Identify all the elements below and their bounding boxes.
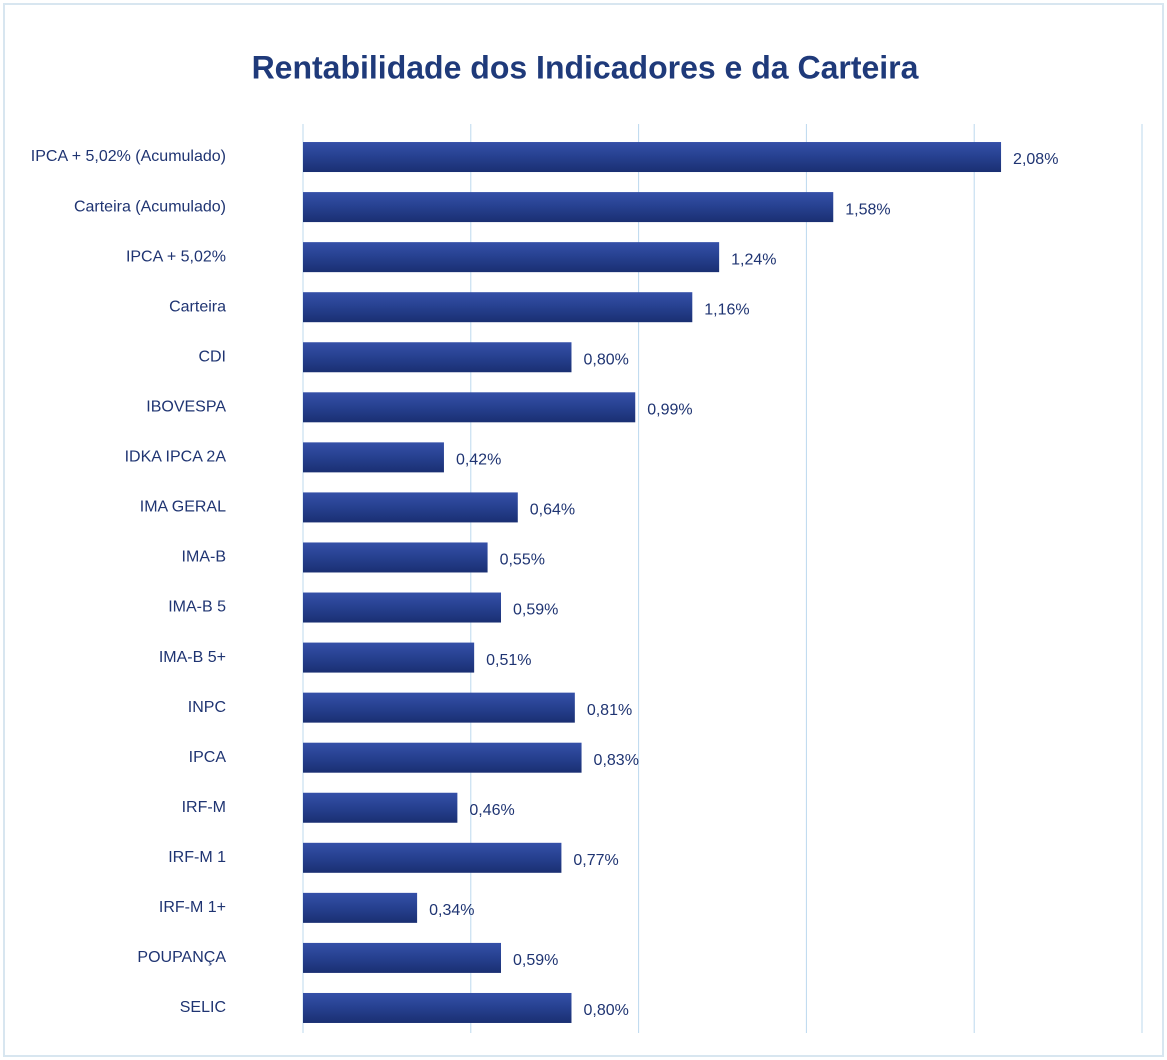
grid	[302, 124, 1143, 1033]
y-tick-label: IBOVESPA	[146, 399, 226, 416]
y-tick-label: POUPANÇA	[137, 949, 226, 966]
y-tick-label: IMA-B 5+	[159, 649, 226, 666]
bar	[303, 992, 572, 1023]
bar	[303, 142, 1002, 173]
value-label: 0,64%	[530, 502, 575, 519]
bar	[303, 742, 582, 773]
y-tick-label: IRF-M 1	[168, 849, 226, 866]
value-label: 0,81%	[587, 702, 632, 719]
bar	[303, 592, 502, 623]
value-label: 0,83%	[594, 752, 639, 769]
value-label: 0,99%	[647, 402, 692, 419]
y-tick-label: IPCA + 5,02% (Acumulado)	[31, 148, 226, 165]
bar	[303, 242, 720, 273]
bar	[303, 792, 458, 823]
y-tick-label: INPC	[188, 699, 226, 716]
value-label: 0,80%	[583, 1002, 628, 1019]
bar	[303, 892, 418, 923]
bar	[303, 842, 562, 873]
y-tick-label: IRF-M	[182, 799, 226, 816]
y-tick-label: IPCA + 5,02%	[126, 248, 226, 265]
bar	[303, 192, 834, 223]
value-label: 0,59%	[513, 602, 558, 619]
bars: IPCA + 5,02% (Acumulado) 2,08% Carteira (A…	[31, 142, 1058, 1023]
value-label: 2,08%	[1013, 151, 1058, 168]
bar	[303, 642, 475, 673]
y-tick-label: IMA GERAL	[140, 499, 226, 516]
value-label: 0,77%	[573, 852, 618, 869]
value-label: 1,16%	[704, 301, 749, 318]
y-tick-label: IMA-B	[182, 549, 226, 566]
value-label: 1,24%	[731, 251, 776, 268]
y-tick-label: Carteira (Acumulado)	[74, 198, 226, 215]
bar	[303, 692, 575, 723]
value-label: 0,59%	[513, 952, 558, 969]
value-label: 0,34%	[429, 902, 474, 919]
y-tick-label: IRF-M 1+	[159, 899, 226, 916]
value-label: 0,80%	[583, 351, 628, 368]
bar	[303, 942, 502, 973]
bar	[303, 492, 518, 523]
bar	[303, 392, 636, 423]
value-label: 0,42%	[456, 452, 501, 469]
bar	[303, 442, 444, 473]
y-tick-label: CDI	[198, 348, 226, 365]
y-tick-label: IMA-B 5	[168, 599, 226, 616]
value-label: 0,55%	[500, 552, 545, 569]
y-tick-label: Carteira	[169, 298, 226, 315]
value-label: 0,46%	[469, 802, 514, 819]
bar	[303, 292, 693, 323]
bar	[303, 342, 572, 373]
value-label: 0,51%	[486, 652, 531, 669]
chart-frame	[3, 3, 1164, 1057]
y-tick-label: SELIC	[180, 999, 226, 1016]
y-tick-label: IDKA IPCA 2A	[125, 449, 227, 466]
bar	[303, 542, 488, 573]
chart-title: Rentabilidade dos Indicadores e da Carte…	[252, 49, 919, 85]
value-label: 1,58%	[845, 201, 890, 218]
y-tick-label: IPCA	[189, 749, 227, 766]
